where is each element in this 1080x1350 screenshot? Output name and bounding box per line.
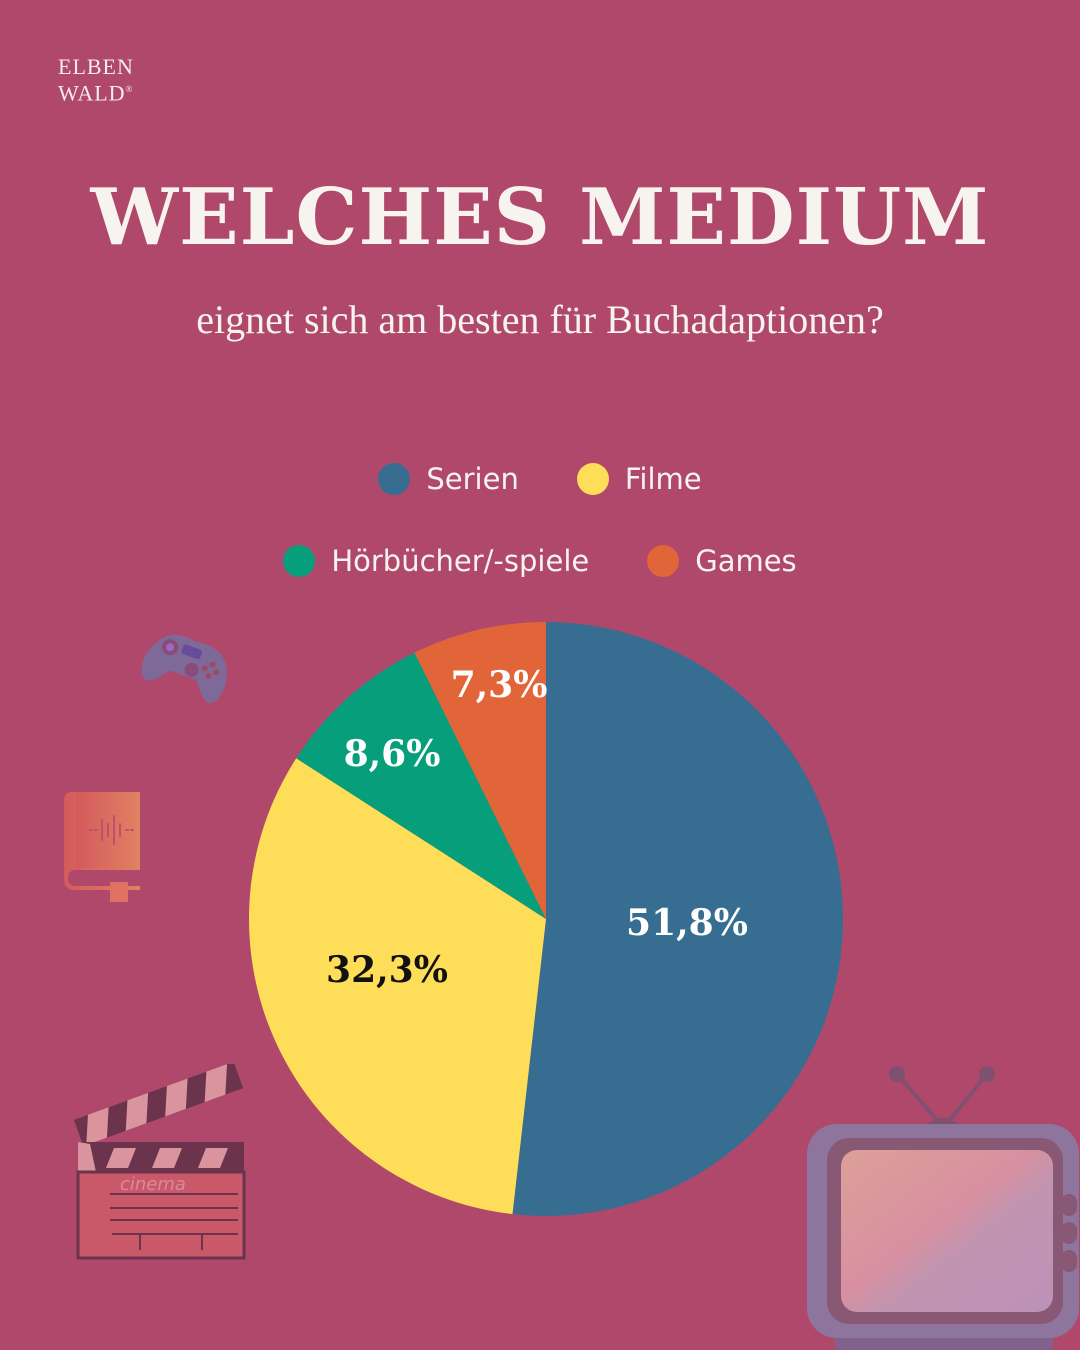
logo-line1: ELBEN — [58, 54, 134, 79]
elbenwald-logo: ELBEN WALD® — [58, 56, 134, 104]
legend-item-filme: Filme — [576, 462, 702, 496]
legend-label: Serien — [426, 462, 519, 496]
registered-mark: ® — [125, 84, 134, 94]
label-filme: 32,3% — [326, 949, 448, 991]
gamepad-icon — [141, 634, 227, 703]
slice-games — [414, 622, 546, 919]
clapper-text: cinema — [120, 1174, 186, 1195]
slice-hoerbuecher — [296, 652, 546, 919]
page-title: WELCHES MEDIUM — [90, 172, 990, 263]
clapperboard-icon: cinema — [74, 1064, 246, 1260]
page-subtitle: eignet sich am besten für Buchadaptionen… — [196, 297, 884, 342]
legend-label: Hörbücher/-spiele — [331, 544, 590, 578]
legend-item-hoerbuecher: Hörbücher/-spiele — [283, 544, 589, 578]
legend-row-1: Serien Filme — [0, 462, 1080, 496]
tv-icon — [807, 1066, 1079, 1350]
legend-dot-hoerbuecher — [283, 545, 316, 577]
legend-dot-filme — [576, 463, 609, 495]
legend-dot-serien — [378, 463, 411, 495]
slice-serien — [512, 622, 843, 1216]
legend-label: Filme — [624, 462, 702, 496]
legend-item-games: Games — [647, 544, 797, 578]
legend-label: Games — [695, 544, 797, 578]
slice-filme — [248, 758, 546, 1215]
legend-dot-games — [647, 545, 680, 577]
label-hoerbuecher: 8,6% — [344, 733, 441, 775]
label-serien: 51,8% — [626, 902, 748, 944]
legend-row-2: Hörbücher/-spiele Games — [0, 544, 1080, 578]
audiobook-icon — [64, 792, 140, 902]
logo-line2: WALD — [58, 80, 126, 106]
legend-item-serien: Serien — [378, 462, 519, 496]
label-games: 7,3% — [451, 664, 548, 706]
